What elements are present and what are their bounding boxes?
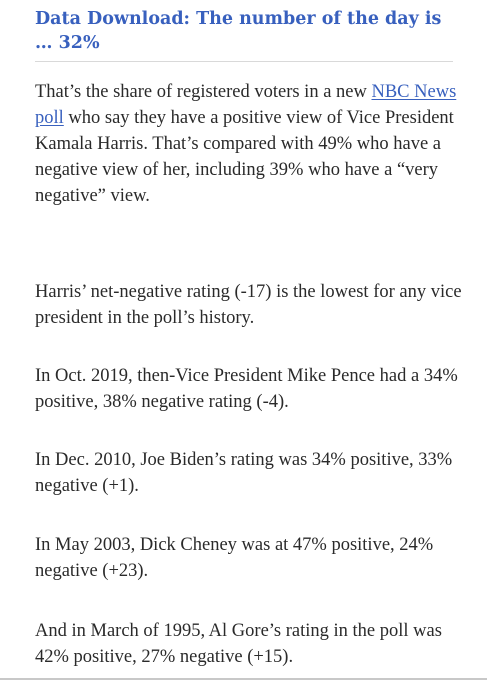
- bottom-divider: [0, 678, 487, 680]
- headline-divider: [35, 61, 453, 62]
- paragraph-intro: That’s the share of registered voters in…: [35, 79, 465, 209]
- paragraph-pence-rating: In Oct. 2019, then-Vice President Mike P…: [35, 366, 458, 412]
- paragraph-intro-text-after: who say they have a positive view of Vic…: [35, 108, 454, 206]
- paragraph-intro-text-before: That’s the share of registered voters in…: [35, 82, 372, 102]
- paragraph-harris-rating: Harris’ net-negative rating (-17) is the…: [35, 282, 462, 328]
- paragraph-biden-rating: In Dec. 2010, Joe Biden’s rating was 34%…: [35, 450, 453, 496]
- article-headline: Data Download: The number of the day is …: [35, 9, 442, 53]
- paragraph-gore-rating: And in March of 1995, Al Gore’s rating i…: [35, 621, 442, 667]
- nbc-news-poll-link[interactable]: NBC News poll: [35, 82, 457, 128]
- paragraph-cheney-rating: In May 2003, Dick Cheney was at 47% posi…: [35, 535, 434, 581]
